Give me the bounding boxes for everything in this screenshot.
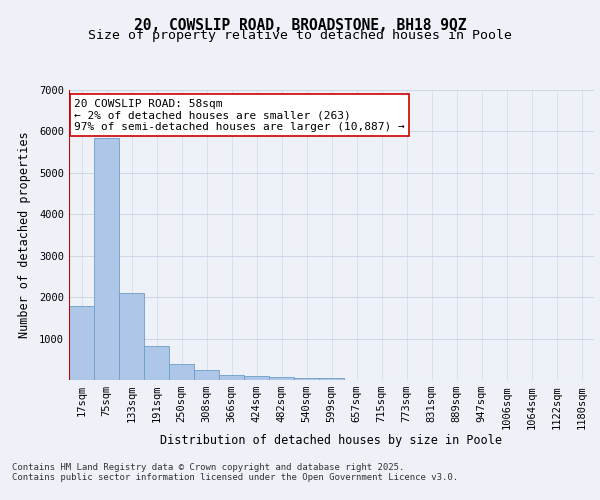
Bar <box>294 378 319 380</box>
Bar <box>169 364 194 380</box>
Bar <box>119 293 144 380</box>
Bar <box>269 376 294 380</box>
Bar <box>194 370 219 380</box>
Text: 20 COWSLIP ROAD: 58sqm
← 2% of detached houses are smaller (263)
97% of semi-det: 20 COWSLIP ROAD: 58sqm ← 2% of detached … <box>74 98 405 132</box>
Y-axis label: Number of detached properties: Number of detached properties <box>18 132 31 338</box>
Bar <box>94 138 119 380</box>
X-axis label: Distribution of detached houses by size in Poole: Distribution of detached houses by size … <box>161 434 503 447</box>
Bar <box>69 306 94 380</box>
Bar <box>144 346 169 380</box>
Bar <box>319 378 344 380</box>
Bar <box>219 374 244 380</box>
Text: Size of property relative to detached houses in Poole: Size of property relative to detached ho… <box>88 29 512 42</box>
Bar <box>244 376 269 380</box>
Text: Contains HM Land Registry data © Crown copyright and database right 2025.
Contai: Contains HM Land Registry data © Crown c… <box>12 463 458 482</box>
Text: 20, COWSLIP ROAD, BROADSTONE, BH18 9QZ: 20, COWSLIP ROAD, BROADSTONE, BH18 9QZ <box>134 18 466 32</box>
